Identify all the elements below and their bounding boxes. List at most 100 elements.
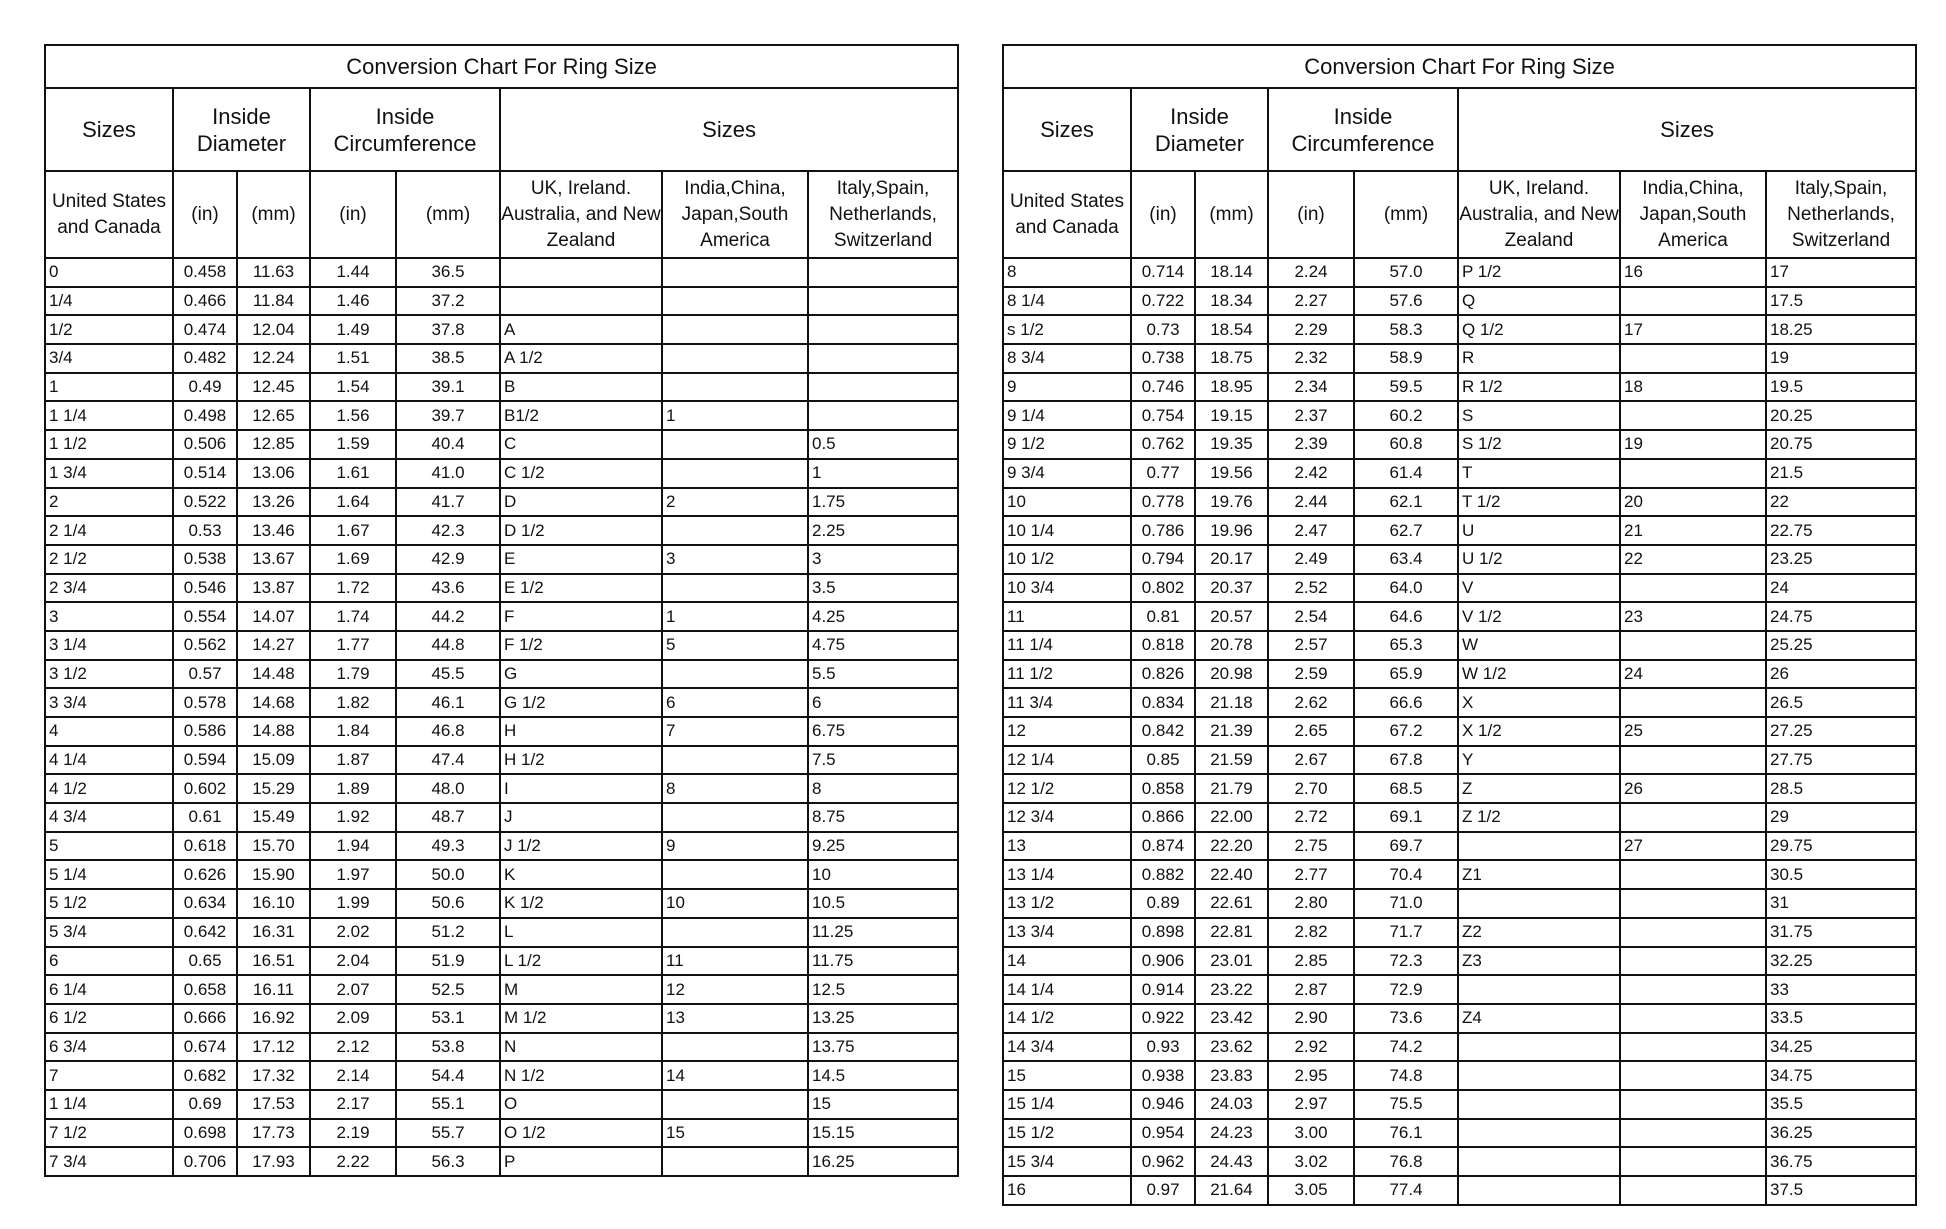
- cell-circumference-mm: 74.8: [1353, 1060, 1459, 1091]
- cell-italy-spain-nl-ch-size: 4.25: [806, 601, 960, 632]
- cell-diameter-mm: 22.00: [1194, 802, 1269, 833]
- cell-uk-au-nz-size: Q 1/2: [1457, 314, 1621, 346]
- cell-uk-au-nz-size: K 1/2: [499, 888, 663, 919]
- cell-circumference-in: 2.80: [1267, 888, 1355, 919]
- cell-italy-spain-nl-ch-size: 33: [1764, 974, 1918, 1005]
- cell-us-canada-size: 11 1/2: [1002, 658, 1132, 690]
- cell-uk-au-nz-size: G 1/2: [499, 687, 663, 718]
- table-row: 6 1/4 0.658 16.11 2.07 52.5 M 12 12.5: [44, 974, 960, 1005]
- column-header-uk-au-nz-size: UK, Ireland. Australia, and New Zealand: [1457, 170, 1621, 259]
- cell-diameter-mm: 22.40: [1194, 859, 1269, 891]
- cell-circumference-mm: 63.4: [1353, 543, 1459, 575]
- cell-diameter-in: 0.594: [172, 744, 238, 776]
- table-row: 13 1/2 0.89 22.61 2.80 71.0 31: [1002, 888, 1918, 919]
- table-row: 1/4 0.466 11.84 1.46 37.2: [44, 285, 960, 317]
- cell-circumference-in: 2.42: [1267, 457, 1355, 489]
- cell-uk-au-nz-size: Z: [1457, 773, 1621, 805]
- cell-uk-au-nz-size: Q: [1457, 285, 1621, 317]
- cell-italy-spain-nl-ch-size: 29: [1764, 802, 1918, 833]
- cell-uk-au-nz-size: V 1/2: [1457, 601, 1621, 632]
- cell-circumference-in: 1.99: [309, 888, 397, 919]
- cell-italy-spain-nl-ch-size: 36.25: [1764, 1117, 1918, 1149]
- cell-uk-au-nz-size: [1457, 1175, 1621, 1206]
- cell-circumference-in: 2.82: [1267, 916, 1355, 948]
- cell-italy-spain-nl-ch-size: [806, 400, 960, 432]
- column-header-diameter-mm: (mm): [1194, 170, 1269, 259]
- cell-italy-spain-nl-ch-size: 14.5: [806, 1060, 960, 1091]
- cell-circumference-in: 1.87: [309, 744, 397, 776]
- cell-circumference-mm: 52.5: [395, 974, 501, 1005]
- cell-uk-au-nz-size: Z4: [1457, 1002, 1621, 1034]
- cell-circumference-mm: 55.7: [395, 1117, 501, 1149]
- cell-diameter-mm: 22.20: [1194, 830, 1269, 862]
- cell-us-canada-size: 1/4: [44, 285, 174, 317]
- cell-us-canada-size: 14: [1002, 945, 1132, 977]
- cell-us-canada-size: 9 3/4: [1002, 457, 1132, 489]
- table-row: s 1/2 0.73 18.54 2.29 58.3 Q 1/2 17 18.25: [1002, 314, 1918, 346]
- cell-us-canada-size: 13 1/2: [1002, 888, 1132, 919]
- table-title: Conversion Chart For Ring Size: [43, 44, 960, 89]
- title-row: Conversion Chart For Ring Size: [43, 44, 960, 89]
- cell-diameter-in: 0.626: [172, 859, 238, 891]
- cell-india-china-japan-sa-size: 25: [1619, 716, 1767, 747]
- cell-circumference-mm: 49.3: [395, 830, 501, 862]
- table-row: 14 3/4 0.93 23.62 2.92 74.2 34.25: [1002, 1031, 1918, 1063]
- cell-diameter-in: 0.706: [172, 1146, 238, 1177]
- cell-italy-spain-nl-ch-size: [806, 257, 960, 288]
- cell-diameter-in: 0.498: [172, 400, 238, 432]
- cell-italy-spain-nl-ch-size: 17.5: [1764, 285, 1918, 317]
- cell-us-canada-size: 10 3/4: [1002, 572, 1132, 604]
- cell-india-china-japan-sa-size: [1619, 457, 1767, 489]
- table-row: 8 0.714 18.14 2.24 57.0 P 1/2 16 17: [1002, 257, 1918, 288]
- cell-circumference-mm: 51.2: [395, 916, 501, 948]
- table-row: 10 3/4 0.802 20.37 2.52 64.0 V 24: [1002, 572, 1918, 604]
- cell-italy-spain-nl-ch-size: 16.25: [806, 1146, 960, 1177]
- table-row: 13 3/4 0.898 22.81 2.82 71.7 Z2 31.75: [1002, 916, 1918, 948]
- cell-italy-spain-nl-ch-size: 3.5: [806, 572, 960, 604]
- cell-circumference-in: 2.32: [1267, 343, 1355, 374]
- cell-diameter-in: 0.794: [1130, 543, 1196, 575]
- cell-diameter-mm: 12.65: [236, 400, 311, 432]
- cell-uk-au-nz-size: [1457, 1060, 1621, 1091]
- cell-diameter-in: 0.61: [172, 802, 238, 833]
- cell-diameter-in: 0.466: [172, 285, 238, 317]
- cell-us-canada-size: 15 1/2: [1002, 1117, 1132, 1149]
- cell-india-china-japan-sa-size: [661, 658, 809, 690]
- cell-diameter-in: 0.874: [1130, 830, 1196, 862]
- group-header-sizes: Sizes: [1002, 87, 1132, 172]
- cell-diameter-mm: 21.79: [1194, 773, 1269, 805]
- cell-circumference-mm: 64.6: [1353, 601, 1459, 632]
- cell-circumference-mm: 37.2: [395, 285, 501, 317]
- cell-diameter-in: 0.754: [1130, 400, 1196, 432]
- cell-india-china-japan-sa-size: 14: [661, 1060, 809, 1091]
- cell-italy-spain-nl-ch-size: 6: [806, 687, 960, 718]
- table-row: 3 1/2 0.57 14.48 1.79 45.5 G 5.5: [44, 658, 960, 690]
- cell-italy-spain-nl-ch-size: 10.5: [806, 888, 960, 919]
- cell-uk-au-nz-size: [1457, 1146, 1621, 1177]
- cell-india-china-japan-sa-size: [661, 314, 809, 346]
- column-header-circumference-mm: (mm): [1353, 170, 1459, 259]
- cell-italy-spain-nl-ch-size: 9.25: [806, 830, 960, 862]
- cell-uk-au-nz-size: T 1/2: [1457, 486, 1621, 518]
- column-header-india-china-japan-sa-size: India,China, Japan,South America: [1619, 170, 1767, 259]
- table-row: 12 3/4 0.866 22.00 2.72 69.1 Z 1/2 29: [1002, 802, 1918, 833]
- cell-diameter-in: 0.834: [1130, 687, 1196, 718]
- cell-diameter-in: 0.554: [172, 601, 238, 632]
- cell-diameter-mm: 23.22: [1194, 974, 1269, 1005]
- table-row: 2 0.522 13.26 1.64 41.7 D 2 1.75: [44, 486, 960, 518]
- cell-uk-au-nz-size: R: [1457, 343, 1621, 374]
- cell-circumference-in: 2.07: [309, 974, 397, 1005]
- cell-diameter-in: 0.946: [1130, 1088, 1196, 1120]
- cell-us-canada-size: 16: [1002, 1175, 1132, 1206]
- cell-circumference-mm: 36.5: [395, 257, 501, 288]
- cell-us-canada-size: 10: [1002, 486, 1132, 518]
- cell-diameter-mm: 18.54: [1194, 314, 1269, 346]
- cell-circumference-mm: 65.9: [1353, 658, 1459, 690]
- cell-circumference-mm: 77.4: [1353, 1175, 1459, 1206]
- table-row: 12 0.842 21.39 2.65 67.2 X 1/2 25 27.25: [1002, 716, 1918, 747]
- table-row: 7 0.682 17.32 2.14 54.4 N 1/2 14 14.5: [44, 1060, 960, 1091]
- cell-uk-au-nz-size: R 1/2: [1457, 371, 1621, 403]
- cell-circumference-in: 2.49: [1267, 543, 1355, 575]
- cell-diameter-mm: 23.83: [1194, 1060, 1269, 1091]
- ring-size-table-right: Conversion Chart For Ring Size Sizes Ins…: [1001, 44, 1918, 1206]
